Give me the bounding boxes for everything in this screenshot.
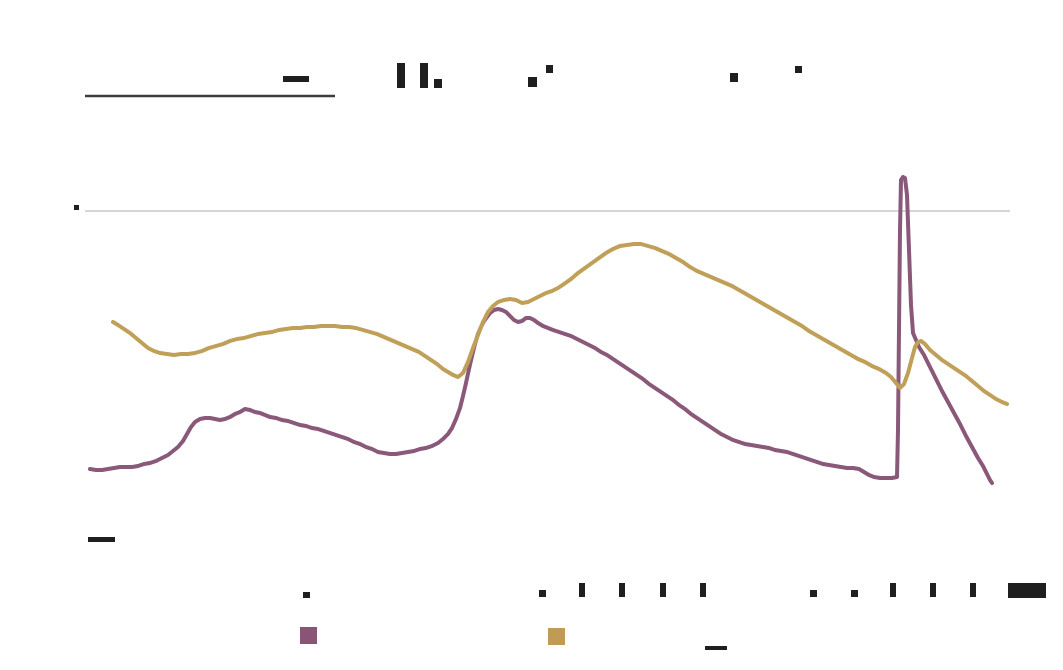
x-tick-fragment <box>1008 583 1046 598</box>
x-tick-fragment <box>851 590 858 597</box>
title-fragment <box>434 79 442 88</box>
x-tick-fragment <box>303 592 310 598</box>
legend-swatch-series-2 <box>548 628 565 645</box>
x-tick-fragment <box>579 583 585 597</box>
title-fragment <box>397 63 405 88</box>
x-tick-fragment <box>890 583 896 597</box>
series-1-purple <box>88 175 994 485</box>
title-fragment <box>420 63 428 88</box>
title-fragment <box>795 66 802 73</box>
x-tick-fragment <box>700 583 706 597</box>
axis-corner-fragment <box>88 537 115 542</box>
x-tick-fragment <box>930 583 936 597</box>
title-fragment <box>283 76 309 82</box>
title-fragment <box>528 77 537 87</box>
x-tick-fragment <box>539 590 546 597</box>
title-fragment <box>546 65 553 73</box>
x-tick-fragment <box>970 583 976 597</box>
legend-swatch-series-1 <box>300 627 317 644</box>
y-tick-fragment <box>74 205 79 210</box>
legend-text-fragment <box>705 646 727 650</box>
series-2-gold <box>111 242 1009 406</box>
title-fragment <box>730 73 738 82</box>
x-tick-fragment <box>619 583 625 597</box>
x-tick-fragment <box>810 590 817 597</box>
x-tick-fragment <box>660 583 666 597</box>
